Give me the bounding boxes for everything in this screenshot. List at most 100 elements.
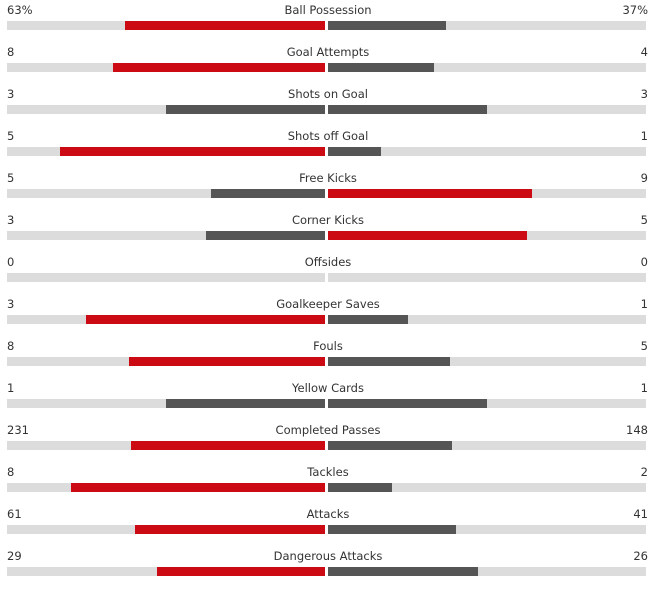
stat-name: Offsides: [304, 255, 352, 269]
home-value: 8: [7, 45, 15, 59]
away-bar-track: [328, 189, 646, 198]
stat-row: 8 Goal Attempts 4: [0, 43, 656, 85]
away-value: 2: [640, 465, 648, 479]
away-bar-fill: [328, 441, 452, 450]
stat-name: Tackles: [307, 465, 349, 479]
away-bar-track: [328, 567, 646, 576]
stat-name: Goal Attempts: [286, 45, 370, 59]
stat-name: Free Kicks: [299, 171, 357, 185]
away-bar-fill: [328, 189, 532, 198]
away-bar-track: [328, 273, 646, 282]
home-value: 1: [7, 381, 15, 395]
stat-name: Shots off Goal: [287, 129, 369, 143]
home-bar-fill: [71, 483, 325, 492]
away-value: 0: [640, 255, 648, 269]
stat-name: Dangerous Attacks: [273, 549, 383, 563]
away-value: 5: [640, 339, 648, 353]
stat-row: 1 Yellow Cards 1: [0, 379, 656, 421]
away-value: 5: [640, 213, 648, 227]
stat-row: 61 Attacks 41: [0, 505, 656, 547]
home-bar-fill: [157, 567, 325, 576]
away-bar-track: [328, 399, 646, 408]
stat-name: Attacks: [306, 507, 350, 521]
away-bar-fill: [328, 399, 487, 408]
away-bar-fill: [328, 315, 408, 324]
away-bar-fill: [328, 231, 527, 240]
stat-name: Ball Possession: [284, 3, 372, 17]
away-value: 26: [633, 549, 648, 563]
stat-row: 8 Fouls 5: [0, 337, 656, 379]
home-value: 3: [7, 87, 15, 101]
home-value: 5: [7, 171, 15, 185]
away-bar-track: [328, 525, 646, 534]
away-bar-fill: [328, 105, 487, 114]
home-bar-track: [7, 525, 325, 534]
home-value: 29: [7, 549, 22, 563]
away-bar-track: [328, 105, 646, 114]
home-bar-fill: [113, 63, 325, 72]
away-value: 3: [640, 87, 648, 101]
away-value: 37%: [622, 3, 648, 17]
home-value: 231: [7, 423, 29, 437]
away-bar-track: [328, 231, 646, 240]
home-bar-track: [7, 483, 325, 492]
home-bar-fill: [60, 147, 325, 156]
away-bar-track: [328, 63, 646, 72]
home-bar-fill: [125, 21, 325, 30]
stat-row: 63% Ball Possession 37%: [0, 1, 656, 43]
home-bar-fill: [86, 315, 325, 324]
home-bar-fill: [211, 189, 325, 198]
away-value: 1: [640, 381, 648, 395]
home-value: 61: [7, 507, 22, 521]
away-bar-fill: [328, 357, 450, 366]
home-bar-track: [7, 231, 325, 240]
home-value: 5: [7, 129, 15, 143]
stat-name: Shots on Goal: [288, 87, 368, 101]
away-value: 148: [626, 423, 648, 437]
home-bar-fill: [166, 105, 325, 114]
stat-row: 3 Corner Kicks 5: [0, 211, 656, 253]
home-bar-fill: [135, 525, 325, 534]
away-bar-fill: [328, 525, 456, 534]
home-value: 63%: [7, 3, 33, 17]
away-bar-fill: [328, 483, 392, 492]
home-bar-track: [7, 189, 325, 198]
home-value: 8: [7, 339, 15, 353]
stat-row: 29 Dangerous Attacks 26: [0, 547, 656, 589]
stat-name: Yellow Cards: [292, 381, 364, 395]
home-bar-fill: [206, 231, 325, 240]
home-bar-track: [7, 441, 325, 450]
home-bar-fill: [166, 399, 325, 408]
stat-row: 0 Offsides 0: [0, 253, 656, 295]
home-value: 3: [7, 297, 15, 311]
away-value: 1: [640, 297, 648, 311]
stat-row: 8 Tackles 2: [0, 463, 656, 505]
home-bar-track: [7, 21, 325, 30]
stat-name: Goalkeeper Saves: [276, 297, 380, 311]
home-bar-track: [7, 63, 325, 72]
home-bar-track: [7, 357, 325, 366]
away-bar-fill: [328, 147, 381, 156]
home-bar-track: [7, 147, 325, 156]
stat-row: 3 Shots on Goal 3: [0, 85, 656, 127]
away-value: 9: [640, 171, 648, 185]
home-bar-fill: [131, 441, 325, 450]
away-bar-track: [328, 483, 646, 492]
away-bar-track: [328, 441, 646, 450]
stat-name: Corner Kicks: [291, 213, 365, 227]
away-bar-track: [328, 315, 646, 324]
home-value: 0: [7, 255, 15, 269]
stat-row: 5 Free Kicks 9: [0, 169, 656, 211]
stat-name: Completed Passes: [275, 423, 381, 437]
stat-row: 3 Goalkeeper Saves 1: [0, 295, 656, 337]
home-value: 8: [7, 465, 15, 479]
home-bar-track: [7, 105, 325, 114]
away-bar-fill: [328, 21, 446, 30]
stat-row: 5 Shots off Goal 1: [0, 127, 656, 169]
home-bar-track: [7, 399, 325, 408]
home-bar-track: [7, 273, 325, 282]
away-bar-track: [328, 21, 646, 30]
home-bar-fill: [129, 357, 325, 366]
away-bar-track: [328, 147, 646, 156]
